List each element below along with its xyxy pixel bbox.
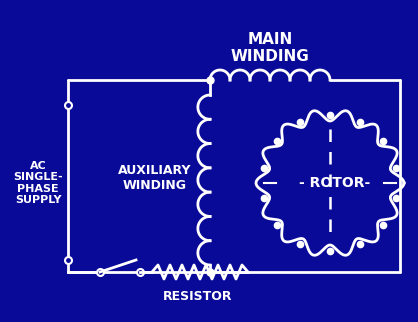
Text: AUXILIARY
WINDING: AUXILIARY WINDING <box>118 164 192 192</box>
Text: AC
SINGLE-
PHASE
SUPPLY: AC SINGLE- PHASE SUPPLY <box>13 161 63 205</box>
Text: RESISTOR: RESISTOR <box>163 289 233 302</box>
Text: - ROTOR-: - ROTOR- <box>299 176 371 190</box>
Text: MAIN
WINDING: MAIN WINDING <box>231 32 309 64</box>
